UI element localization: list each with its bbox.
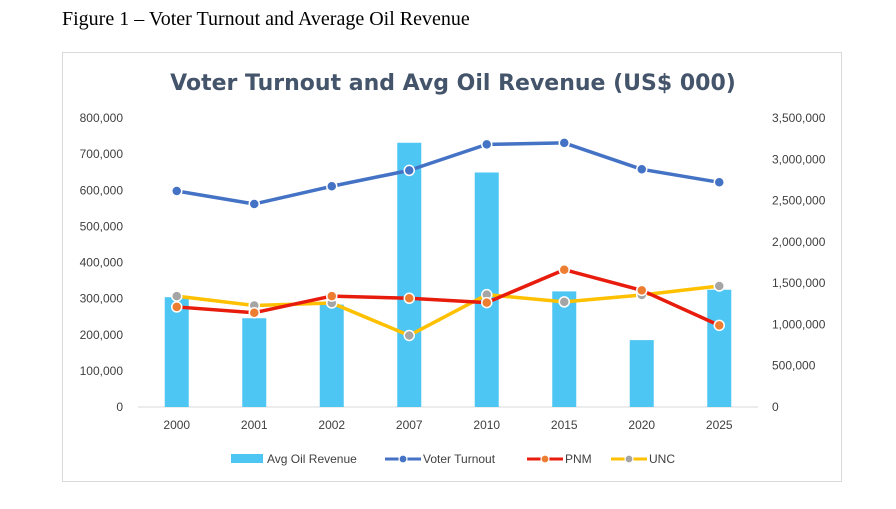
point-pnm	[248, 306, 260, 319]
point-pnm	[713, 319, 725, 332]
legend-marker-voter-turnout	[398, 454, 408, 464]
left-axis-tick-label: 600,000	[80, 183, 124, 197]
point-pnm	[403, 292, 415, 305]
right-axis-tick-label: 0	[772, 400, 779, 414]
point-pnm	[171, 301, 183, 313]
legend-swatch-avg-oil-revenue	[231, 454, 263, 463]
left-axis-tick-label: 100,000	[80, 364, 124, 378]
point-unc	[713, 280, 725, 292]
x-axis-tick-label: 2020	[628, 418, 655, 432]
bar-series-avg-oil-revenue	[164, 142, 732, 407]
bar-avg-oil-revenue	[397, 142, 422, 407]
point-unc	[403, 329, 415, 342]
line-series-group	[171, 137, 725, 342]
point-voter-turnout	[558, 137, 570, 149]
line-pnm	[175, 267, 721, 328]
point-voter-turnout	[171, 185, 183, 197]
legend-label-pnm: PNM	[565, 452, 592, 466]
right-axis-tick-label: 2,000,000	[772, 235, 826, 249]
x-axis: 2000 2001 2002 2007 2010 2015 2020 2025	[163, 418, 733, 432]
bar-avg-oil-revenue	[629, 340, 654, 407]
point-pnm	[326, 290, 338, 302]
point-voter-turnout	[481, 138, 493, 151]
legend-label-unc: UNC	[649, 452, 675, 466]
right-axis-tick-label: 1,000,000	[772, 317, 826, 331]
legend-label-avg-oil-revenue: Avg Oil Revenue	[267, 452, 357, 466]
left-axis-tick-label: 800,000	[80, 111, 124, 125]
x-axis-tick-label: 2025	[706, 418, 733, 432]
legend-marker-unc	[624, 454, 634, 464]
line-series-unc	[171, 280, 725, 342]
left-axis-tick-label: 200,000	[80, 328, 124, 342]
bar-avg-oil-revenue	[164, 297, 189, 407]
point-voter-turnout	[713, 176, 725, 189]
point-unc	[558, 296, 570, 308]
right-axis-tick-label: 1,500,000	[772, 276, 826, 290]
x-axis-tick-label: 2002	[318, 418, 345, 432]
point-pnm	[481, 296, 493, 309]
line-voter-turnout	[175, 141, 721, 206]
point-voter-turnout	[248, 198, 260, 210]
x-axis-tick-label: 2015	[551, 418, 578, 432]
x-axis-tick-label: 2000	[163, 418, 190, 432]
point-voter-turnout	[636, 163, 648, 176]
right-axis-tick-label: 2,500,000	[772, 194, 826, 208]
x-axis-tick-label: 2010	[473, 418, 500, 432]
line-unc	[175, 284, 721, 338]
legend-label-voter-turnout: Voter Turnout	[423, 452, 496, 466]
left-axis: 0 100,000 200,000 300,000 400,000 500,000 600,…	[80, 111, 124, 414]
legend: Avg Oil Revenue Voter Turnout PNM UNC	[231, 452, 675, 466]
right-axis-tick-label: 500,000	[772, 359, 816, 373]
line-series-pnm	[171, 263, 725, 332]
bar-avg-oil-revenue	[319, 304, 344, 407]
chart-area: Voter Turnout and Avg Oil Revenue (US$ 0…	[62, 52, 842, 482]
right-axis: 0 500,000 1,000,000 1,500,000 2,000,000 2,500…	[772, 111, 826, 414]
right-axis-tick-label: 3,000,000	[772, 152, 826, 166]
legend-marker-pnm	[540, 454, 550, 464]
point-unc	[171, 290, 183, 302]
left-axis-tick-label: 300,000	[80, 292, 124, 306]
left-axis-tick-label: 0	[116, 400, 123, 414]
x-axis-tick-label: 2001	[241, 418, 268, 432]
figure-caption: Figure 1 – Voter Turnout and Average Oil…	[62, 8, 470, 30]
left-axis-tick-label: 700,000	[80, 147, 124, 161]
point-pnm	[636, 284, 648, 297]
point-voter-turnout	[403, 164, 415, 177]
line-series-voter-turnout	[171, 137, 725, 210]
left-axis-tick-label: 400,000	[80, 256, 124, 270]
bar-avg-oil-revenue	[552, 291, 577, 407]
x-axis-tick-label: 2007	[396, 418, 423, 432]
chart-title: Voter Turnout and Avg Oil Revenue (US$ 0…	[170, 71, 736, 96]
combo-chart: Voter Turnout and Avg Oil Revenue (US$ 0…	[80, 71, 826, 466]
left-axis-tick-label: 500,000	[80, 219, 124, 233]
right-axis-tick-label: 3,500,000	[772, 111, 826, 125]
point-pnm	[558, 263, 570, 276]
bar-avg-oil-revenue	[242, 318, 267, 407]
point-voter-turnout	[326, 180, 338, 193]
bar-avg-oil-revenue	[707, 289, 732, 407]
